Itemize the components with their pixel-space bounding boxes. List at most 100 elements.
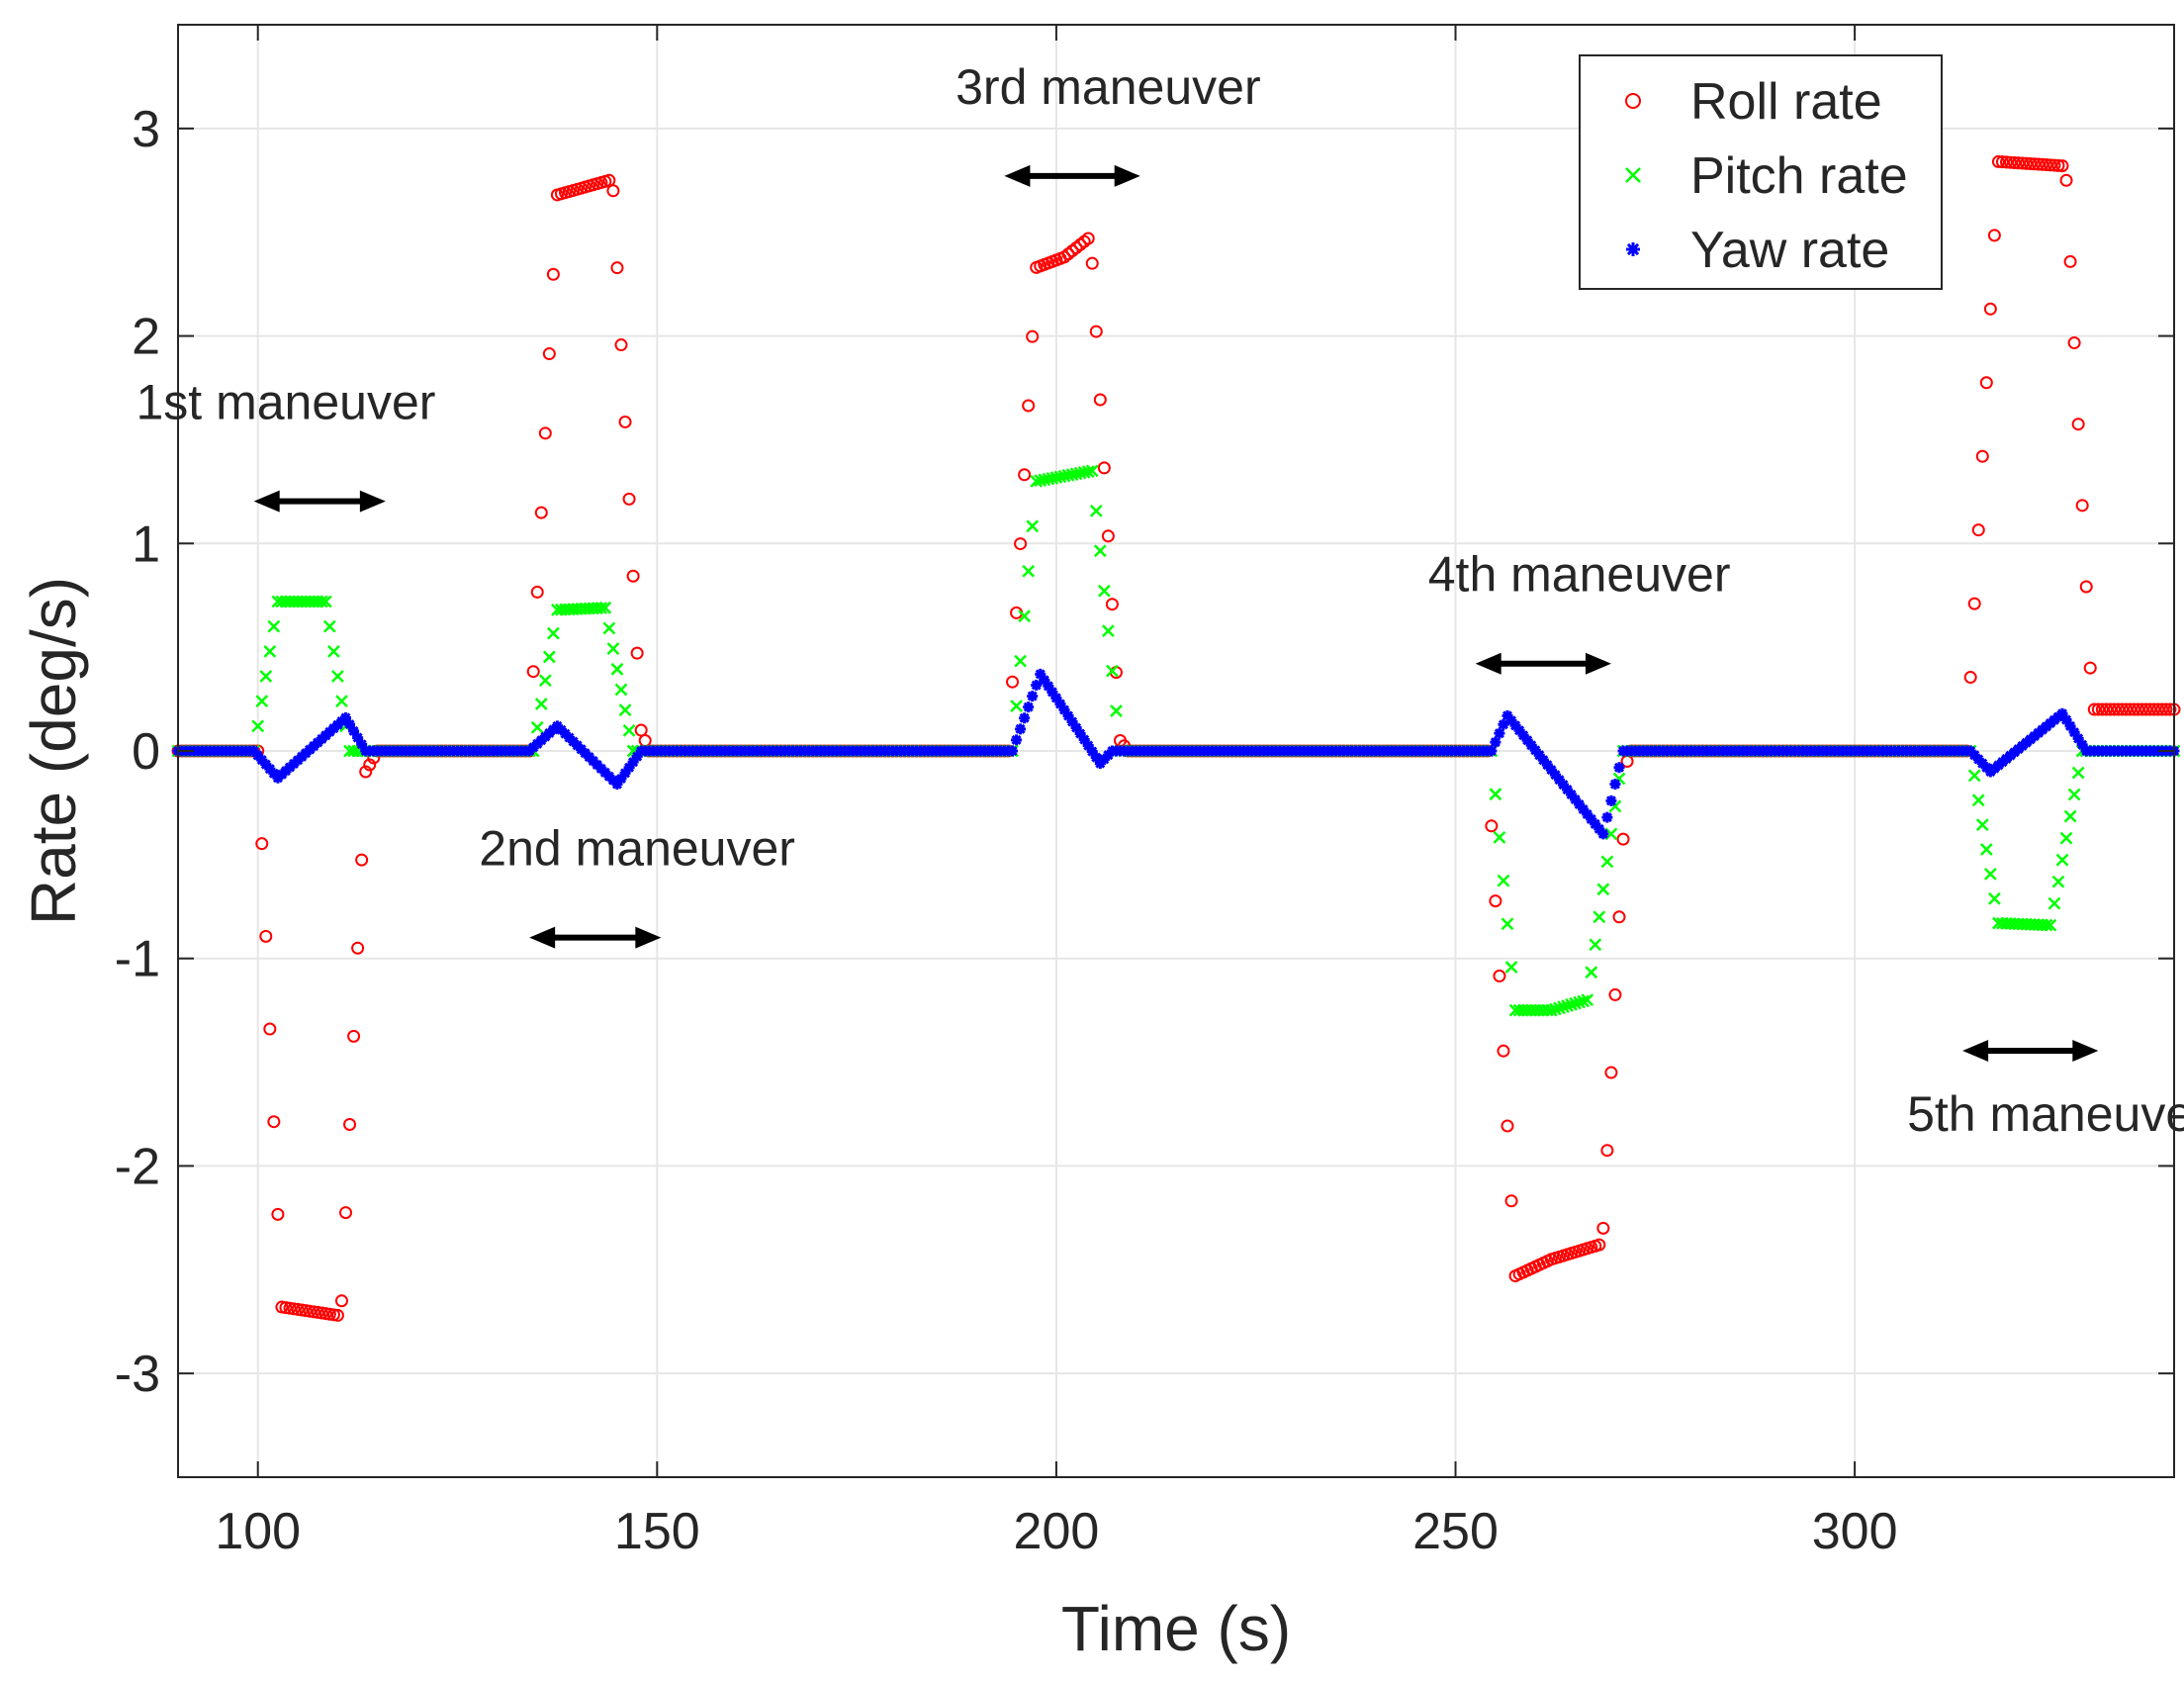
data-point [1010, 700, 1023, 712]
data-point [1054, 698, 1066, 709]
data-point [551, 720, 563, 732]
data-point [1023, 701, 1035, 713]
data-point [1093, 544, 1107, 558]
data-point [271, 1207, 285, 1221]
data-point [1490, 736, 1502, 748]
data-point [2008, 155, 2022, 169]
data-point [1596, 1221, 1610, 1235]
data-point [595, 763, 607, 775]
data-point [588, 755, 599, 767]
data-point [1582, 808, 1593, 820]
data-point [546, 267, 560, 281]
data-point [2032, 157, 2046, 171]
y-tick-label: 2 [132, 309, 160, 366]
data-point [1485, 819, 1499, 833]
data-point [315, 595, 328, 608]
data-point [1058, 703, 1070, 715]
data-point [606, 184, 620, 198]
data-point [2059, 831, 2073, 845]
data-point [622, 492, 636, 506]
data-point [252, 750, 264, 762]
plot-series [171, 154, 2181, 1322]
data-point [1066, 716, 1078, 727]
data-point [1501, 917, 1514, 931]
arrow-head-right [635, 926, 662, 949]
y-tick-label: 1 [132, 515, 160, 573]
data-point [2012, 156, 2026, 170]
data-point [1980, 762, 1992, 774]
legend-marker [1625, 93, 1641, 109]
data-point [2091, 702, 2105, 716]
data-point [618, 415, 632, 428]
data-point [614, 683, 628, 697]
data-point [1504, 961, 1518, 974]
annotations: 1st maneuver 2nd maneuver 3rd maneuver 4th … [136, 59, 2184, 1142]
data-point [2044, 158, 2057, 172]
y-tick-label: 0 [132, 723, 160, 781]
arrow-head-left [1962, 1040, 1989, 1062]
data-point [1987, 229, 2001, 242]
arrow-head-left [1475, 652, 1502, 675]
annotation-5: 5th maneuver [1907, 1040, 2184, 1142]
data-point [1979, 843, 1993, 856]
data-point [1085, 256, 1099, 270]
data-point [1537, 754, 1549, 766]
data-point [1612, 910, 1626, 924]
data-point [255, 837, 269, 851]
data-point [622, 723, 636, 737]
data-point [1967, 597, 1981, 610]
data-point [1533, 749, 1545, 761]
data-point [1616, 832, 1630, 846]
data-point [598, 601, 612, 614]
data-point [627, 756, 639, 768]
data-point [530, 720, 544, 734]
data-point [2051, 158, 2065, 172]
data-point [1493, 969, 1506, 982]
data-point [1971, 523, 1985, 537]
arrow-head-right [1114, 164, 1140, 187]
data-point [1600, 1144, 1614, 1158]
arrow-head-right [1585, 652, 1611, 675]
data-point [1102, 624, 1115, 638]
data-point [1983, 302, 1997, 316]
data-point [610, 261, 624, 275]
y-tick-label: -1 [115, 931, 160, 988]
data-point [1046, 686, 1058, 698]
data-point [2103, 702, 2117, 716]
legend-label: Yaw rate [1690, 222, 1889, 279]
data-point [1494, 727, 1505, 739]
data-point [1586, 813, 1597, 825]
data-point [1613, 762, 1625, 774]
data-point [526, 665, 540, 679]
data-point [1964, 745, 1976, 757]
data-point [1014, 537, 1028, 551]
data-point [2116, 702, 2130, 716]
data-point [1975, 449, 1989, 463]
data-point [2095, 702, 2109, 716]
data-point [2056, 707, 2068, 719]
data-point [530, 585, 544, 599]
y-tick-label: -2 [115, 1138, 160, 1195]
data-point [255, 695, 269, 708]
data-point [263, 644, 277, 658]
data-point [2044, 918, 2057, 932]
data-point [2040, 918, 2053, 932]
annotation-label: 5th maneuver [1907, 1086, 2184, 1142]
data-point [318, 595, 332, 608]
data-point [267, 619, 281, 633]
data-point [2004, 155, 2018, 169]
data-point [2040, 158, 2053, 172]
data-point [2028, 157, 2042, 171]
data-point [2155, 702, 2169, 716]
data-point [256, 754, 268, 766]
data-point [259, 929, 273, 943]
data-point [264, 763, 276, 775]
data-point [2075, 499, 2089, 513]
data-point [330, 1308, 344, 1322]
data-point [618, 703, 632, 717]
data-point [1097, 461, 1111, 475]
data-point [1070, 722, 1082, 734]
data-point [267, 1115, 281, 1129]
x-tick-label: 250 [1412, 1503, 1499, 1560]
data-point [334, 1294, 348, 1308]
